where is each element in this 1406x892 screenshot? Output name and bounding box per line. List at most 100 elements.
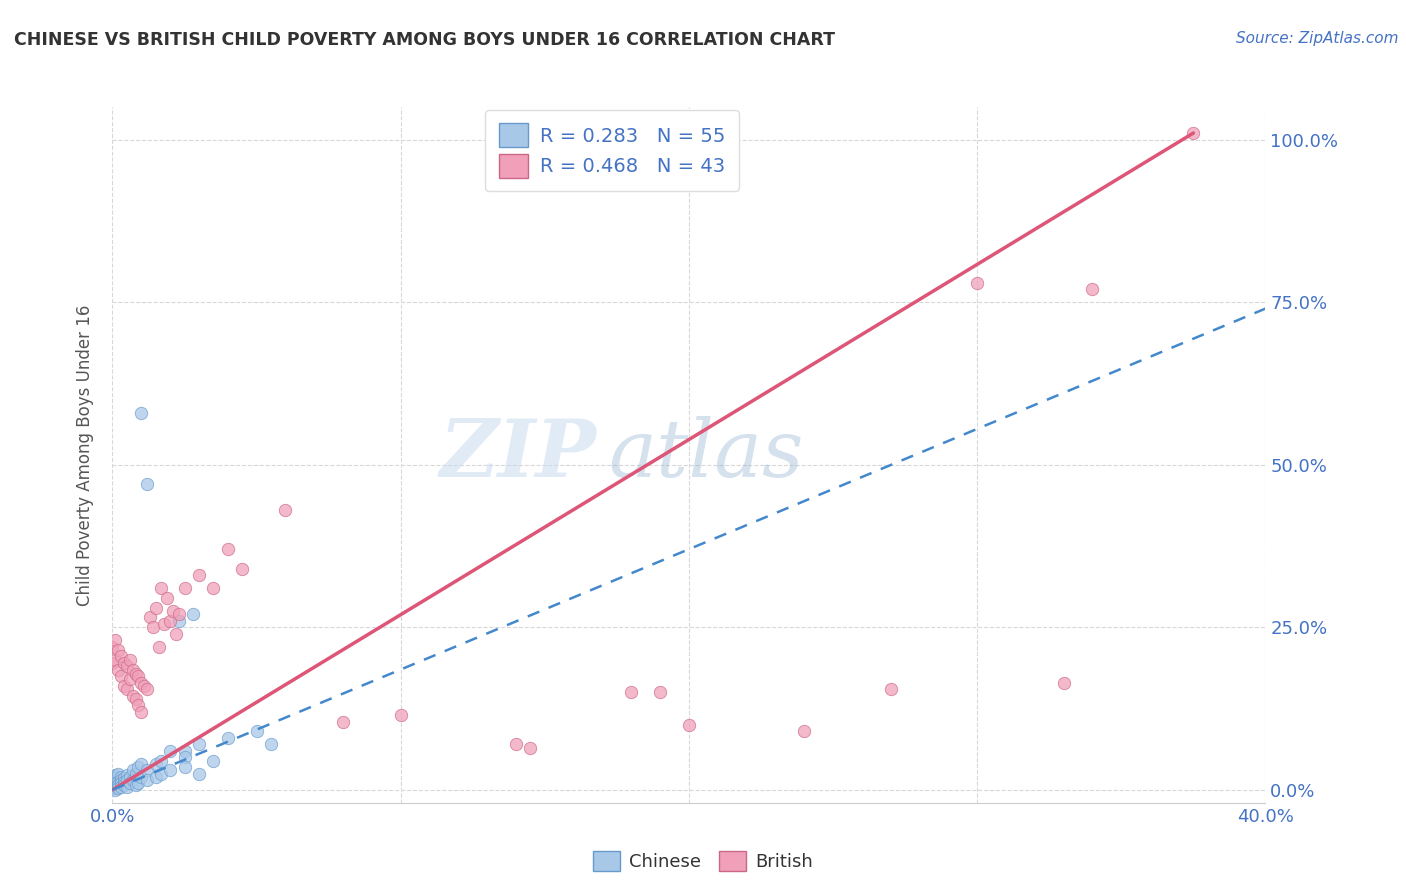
Point	[121, 772, 143, 787]
Point	[101, 780, 124, 795]
Point	[104, 782, 127, 797]
Point	[188, 766, 211, 780]
Point	[127, 776, 149, 790]
Point	[145, 756, 167, 771]
Point	[101, 772, 124, 787]
Point	[562, 126, 585, 140]
Point	[110, 776, 132, 790]
Point	[118, 776, 141, 790]
Y-axis label: Child Poverty Among Boys Under 16: Child Poverty Among Boys Under 16	[76, 304, 94, 606]
Point	[104, 633, 127, 648]
Point	[159, 614, 181, 628]
Point	[505, 126, 527, 140]
Point	[115, 772, 138, 787]
Point	[118, 770, 141, 784]
Point	[129, 675, 153, 690]
Point	[519, 740, 541, 755]
Point	[110, 780, 132, 794]
Point	[121, 764, 143, 778]
Point	[159, 744, 181, 758]
Point	[188, 568, 211, 582]
Point	[1182, 126, 1205, 140]
Point	[110, 649, 132, 664]
Point	[136, 477, 159, 491]
Point	[148, 640, 170, 654]
Point	[139, 610, 162, 624]
Point	[107, 643, 129, 657]
Point	[162, 604, 184, 618]
Point	[159, 764, 181, 778]
Point	[129, 770, 153, 784]
Point	[173, 581, 195, 595]
Point	[519, 126, 541, 140]
Point	[505, 737, 527, 751]
Point	[112, 771, 135, 785]
Legend: R = 0.283   N = 55, R = 0.468   N = 43: R = 0.283 N = 55, R = 0.468 N = 43	[485, 110, 738, 191]
Point	[491, 126, 513, 140]
Point	[129, 406, 153, 420]
Point	[104, 768, 127, 782]
Point	[101, 640, 124, 654]
Point	[104, 780, 127, 794]
Point	[101, 770, 124, 784]
Point	[650, 685, 672, 699]
Point	[181, 607, 204, 622]
Point	[167, 607, 190, 622]
Point	[115, 780, 138, 794]
Point	[136, 681, 159, 696]
Point	[173, 760, 195, 774]
Point	[104, 653, 127, 667]
Text: ZIP: ZIP	[440, 417, 596, 493]
Point	[101, 780, 124, 794]
Point	[173, 744, 195, 758]
Point	[112, 656, 135, 670]
Point	[167, 614, 190, 628]
Point	[389, 708, 412, 723]
Point	[274, 503, 297, 517]
Point	[145, 600, 167, 615]
Point	[107, 663, 129, 677]
Point	[534, 126, 557, 140]
Point	[121, 689, 143, 703]
Point	[332, 714, 354, 729]
Point	[104, 781, 127, 796]
Point	[880, 681, 903, 696]
Point	[115, 681, 138, 696]
Point	[107, 778, 129, 792]
Point	[217, 542, 239, 557]
Point	[966, 276, 988, 290]
Point	[202, 581, 225, 595]
Point	[793, 724, 815, 739]
Point	[136, 764, 159, 778]
Point	[150, 754, 173, 768]
Point	[110, 770, 132, 784]
Point	[124, 778, 146, 792]
Point	[110, 669, 132, 683]
Point	[110, 772, 132, 787]
Point	[115, 768, 138, 782]
Point	[150, 581, 173, 595]
Text: atlas: atlas	[609, 417, 804, 493]
Legend: Chinese, British: Chinese, British	[586, 844, 820, 879]
Point	[107, 766, 129, 780]
Point	[118, 653, 141, 667]
Point	[156, 591, 179, 605]
Point	[112, 679, 135, 693]
Point	[124, 766, 146, 780]
Point	[142, 620, 165, 634]
Point	[153, 617, 176, 632]
Point	[112, 778, 135, 792]
Point	[620, 685, 643, 699]
Point	[188, 737, 211, 751]
Point	[246, 724, 269, 739]
Point	[548, 126, 571, 140]
Point	[678, 718, 700, 732]
Point	[173, 750, 195, 764]
Point	[129, 705, 153, 719]
Point	[127, 760, 149, 774]
Point	[121, 663, 143, 677]
Point	[112, 775, 135, 789]
Text: Source: ZipAtlas.com: Source: ZipAtlas.com	[1236, 31, 1399, 46]
Point	[134, 679, 156, 693]
Point	[124, 667, 146, 681]
